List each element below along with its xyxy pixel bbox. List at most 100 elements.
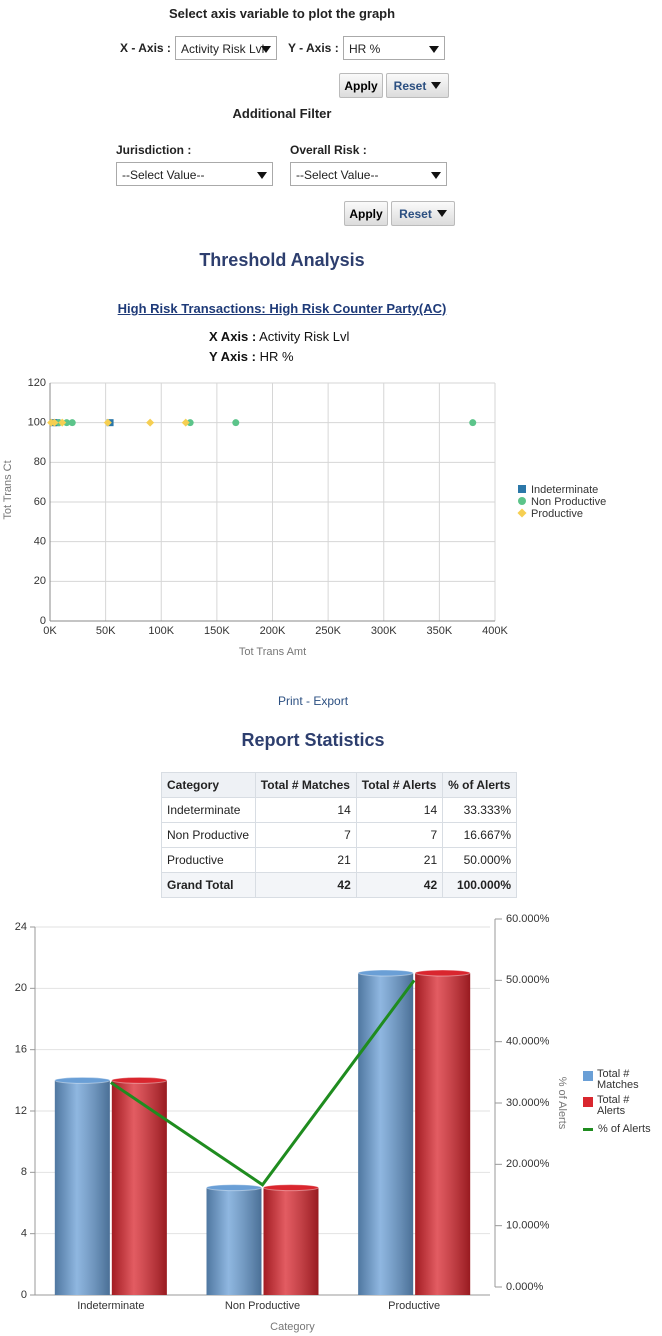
bar-legend: Total # Matches Total # Alerts % of Alerts <box>583 1069 653 1135</box>
marker <box>469 419 477 427</box>
y2-axis-title: % of Alerts <box>556 1077 568 1130</box>
table-cell: Productive <box>161 847 256 873</box>
table-cell: Indeterminate <box>161 797 256 823</box>
marker <box>186 419 194 427</box>
y-tick-label: 24 <box>15 921 27 933</box>
y-tick-label: 40 <box>34 536 46 548</box>
bar-cap <box>263 1184 319 1192</box>
legend-swatch <box>583 1127 593 1131</box>
table-cell: 42 <box>254 872 357 898</box>
bar-shade <box>263 1187 319 1295</box>
legend-label: % of Alerts <box>598 1123 651 1135</box>
jurisdiction-label: Jurisdiction : <box>116 143 192 157</box>
legend-swatch <box>518 497 526 505</box>
marker <box>146 418 155 427</box>
x-tick-label: 200K <box>260 625 286 637</box>
line <box>109 979 416 1187</box>
legend-item: Productive <box>517 508 606 520</box>
marker <box>68 419 76 427</box>
x-axis-info: X Axis : Activity Risk Lvl <box>209 329 349 344</box>
y2-tick-label: 40.000% <box>506 1036 550 1048</box>
export-link[interactable]: - Export <box>306 694 349 708</box>
x-info-value: Activity Risk Lvl <box>259 329 350 344</box>
links: Print - Export <box>278 694 348 708</box>
legend-item: % of Alerts <box>583 1123 653 1135</box>
table-cell: 42 <box>355 872 444 898</box>
legend-item: Indeterminate <box>518 484 606 496</box>
x-tick-label: Productive <box>388 1300 440 1312</box>
legend-swatch <box>517 508 527 518</box>
print-link[interactable]: Print <box>278 694 303 708</box>
apply-button[interactable]: Apply <box>339 73 383 98</box>
y-axis-select[interactable]: HR % <box>343 36 445 60</box>
table-cell: 21 <box>355 847 444 873</box>
marker <box>232 419 240 427</box>
x-tick-label: Indeterminate <box>77 1300 144 1312</box>
bar-shade <box>415 973 471 1295</box>
reset-button[interactable]: Reset <box>391 201 455 226</box>
apply-button[interactable]: Apply <box>344 201 388 226</box>
reset-button[interactable]: Reset <box>386 73 449 98</box>
legend-swatch <box>518 485 526 493</box>
y2-tick-label: 50.000% <box>506 974 550 986</box>
table-row: Indeterminate 14 14 33.333% <box>161 797 517 823</box>
bar-shade <box>54 1080 110 1295</box>
table-cell: 100.000% <box>442 872 517 898</box>
total-row: Grand Total 42 42 100.000% <box>161 872 517 898</box>
legend-swatch <box>583 1071 593 1081</box>
bar-cap <box>206 1184 262 1192</box>
stats-title: Report Statistics <box>241 730 385 750</box>
overall-risk-label: Overall Risk : <box>290 143 367 157</box>
x-tick-label: 250K <box>315 625 341 637</box>
legend-item: Non Productive <box>518 496 606 508</box>
legend-label: Productive <box>531 508 583 520</box>
y-axis-title: Tot Trans Ct <box>2 460 14 519</box>
table-row: Productive 21 21 50.000% <box>161 847 517 873</box>
form-title: Select axis variable to plot the graph <box>168 6 396 21</box>
marker <box>58 418 67 427</box>
x-tick-label: 100K <box>148 625 174 637</box>
bar-cap <box>414 969 471 977</box>
x-tick-label: 150K <box>204 625 230 637</box>
y-tick-label: 16 <box>15 1044 27 1056</box>
y-axis-info: Y Axis : HR % <box>209 349 294 364</box>
table-cell: 33.333% <box>442 797 517 823</box>
legend-swatch <box>583 1097 593 1107</box>
table-cell: 14 <box>355 797 444 823</box>
y2-tick-label: 20.000% <box>506 1158 550 1170</box>
filter-title: Additional Filter <box>232 106 332 121</box>
x-axis-title: Tot Trans Amt <box>239 646 306 658</box>
header-cell: % of Alerts <box>442 772 517 798</box>
y-info-label: Y Axis : <box>209 349 256 364</box>
report-link[interactable]: High Risk Transactions: High Risk Counte… <box>117 301 447 316</box>
bar-cap <box>357 969 414 977</box>
x-tick-label: 400K <box>482 625 508 637</box>
x-info-label: X Axis : <box>209 329 257 344</box>
table-cell: Non Productive <box>161 822 256 848</box>
stats-table: Category Total # Matches Total # Alerts% o… <box>161 772 517 898</box>
legend-label: Total # Alerts <box>597 1094 630 1117</box>
bar-cap <box>111 1076 168 1084</box>
table-cell: 16.667% <box>442 822 517 848</box>
table-cell: 21 <box>254 847 357 873</box>
x-axis-select[interactable]: Activity Risk Lvl <box>175 36 277 60</box>
y-tick-label: 80 <box>34 456 46 468</box>
y-axis-label: Y - Axis : <box>288 41 339 55</box>
legend-item: Total # Matches <box>583 1069 653 1091</box>
jurisdiction-select[interactable]: --Select Value-- <box>116 162 273 186</box>
header-cell: Category <box>161 772 256 798</box>
y-tick-label: 100 <box>28 417 46 429</box>
y2-tick-label: 10.000% <box>506 1220 550 1232</box>
marker <box>63 419 71 427</box>
table-cell: 14 <box>254 797 357 823</box>
bar-shade <box>206 1187 262 1295</box>
section-title: Threshold Analysis <box>199 250 365 270</box>
legend-label: Total # Matches <box>597 1068 639 1091</box>
x-tick-label: 50K <box>96 625 116 637</box>
x-axis-title: Category <box>270 1321 315 1333</box>
overall-risk-select[interactable]: --Select Value-- <box>290 162 447 186</box>
marker <box>181 418 190 427</box>
y2-tick-label: 60.000% <box>506 913 550 925</box>
